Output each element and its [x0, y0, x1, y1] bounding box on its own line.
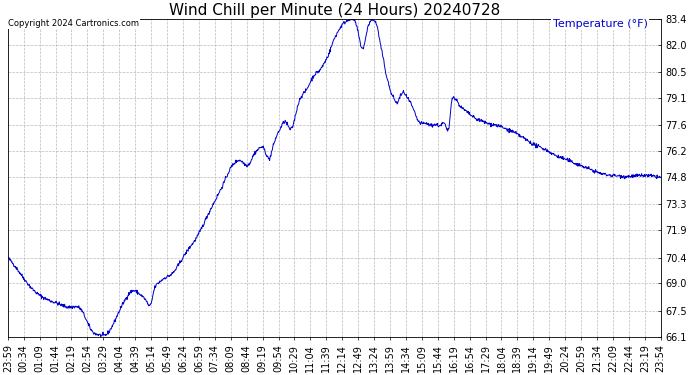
- Text: Copyright 2024 Cartronics.com: Copyright 2024 Cartronics.com: [8, 19, 139, 28]
- Title: Wind Chill per Minute (24 Hours) 20240728: Wind Chill per Minute (24 Hours) 2024072…: [168, 3, 500, 18]
- Text: Temperature (°F): Temperature (°F): [553, 19, 648, 29]
